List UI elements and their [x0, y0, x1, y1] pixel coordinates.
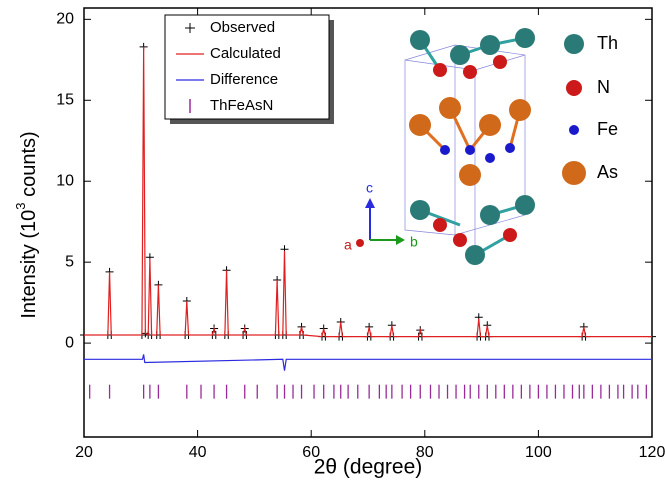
- x-tick-label: 120: [639, 444, 665, 461]
- atom-label: Fe: [597, 119, 618, 139]
- legend-label: ThFeAsN: [210, 97, 273, 114]
- x-tick-label: 60: [302, 444, 320, 461]
- legend-label: Calculated: [210, 45, 281, 62]
- difference-line: [84, 354, 652, 371]
- x-tick-label: 80: [416, 444, 434, 461]
- calculated-line: [84, 46, 652, 338]
- plot-layer: 20 40 60 80 100 120 0 5 10 15 20: [56, 7, 665, 461]
- x-tick-label: 20: [75, 444, 93, 461]
- atom-label: Th: [597, 33, 618, 53]
- legend-label: Observed: [210, 19, 275, 36]
- legend-marker: [185, 23, 195, 33]
- axis-letter: c: [366, 180, 373, 196]
- axis-letter: a: [344, 237, 352, 253]
- x-axis-label: 2θ (degree): [314, 456, 423, 479]
- y-tick-label: 15: [56, 91, 74, 108]
- y-label-part: Intensity (10: [18, 210, 40, 319]
- x-tick-label: 100: [525, 444, 552, 461]
- y-tick-label: 0: [65, 334, 74, 351]
- plot-frame: [83, 7, 653, 438]
- x-tick-label: 40: [189, 444, 207, 461]
- atom-label: N: [597, 77, 610, 97]
- y-tick-label: 5: [65, 253, 74, 270]
- legend-box: [164, 14, 330, 120]
- axis-letter: b: [410, 234, 418, 250]
- y-label-sup: 3: [13, 202, 28, 209]
- y-tick-label: 20: [56, 11, 74, 28]
- atom-label: As: [597, 162, 618, 182]
- legend-label: Difference: [210, 71, 278, 88]
- y-axis-label: Intensity (103 counts): [13, 131, 40, 318]
- y-tick-label: 10: [56, 172, 74, 189]
- crystal-structure: [356, 28, 586, 265]
- y-label-part: counts): [18, 131, 40, 202]
